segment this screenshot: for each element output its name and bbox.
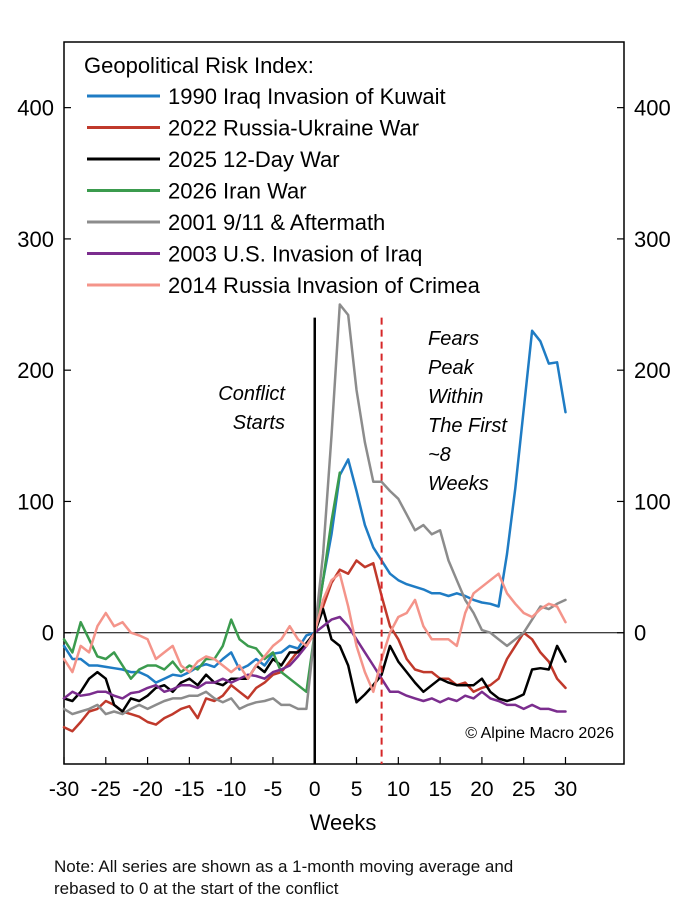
y-tick-label-right: 400 — [634, 96, 671, 121]
x-tick-label: -15 — [174, 778, 204, 801]
copyright-label: © Alpine Macro 2026 — [465, 725, 614, 742]
legend-label: 2001 9/11 & Aftermath — [168, 210, 385, 235]
legend-label: 2026 Iran War — [168, 179, 307, 204]
x-tick-label: 5 — [351, 778, 363, 801]
fears-annotation: Fears Peak Within The First ~8 Weeks — [428, 328, 508, 495]
legend-label: 1990 Iraq Invasion of Kuwait — [168, 84, 446, 109]
fears-annotation-line: Fears — [428, 328, 479, 350]
footnote: Note: All series are shown as a 1-month … — [54, 856, 674, 900]
y-tick-label-right: 200 — [634, 358, 671, 383]
y-tick-label-right: 300 — [634, 227, 671, 252]
y-tick-label-left: 200 — [17, 358, 54, 383]
x-axis-label: Weeks — [310, 810, 377, 835]
series-layer — [62, 303, 567, 733]
footnote-line2: rebased to 0 at the start of the conflic… — [54, 879, 339, 898]
fears-annotation-line: ~8 — [428, 444, 451, 466]
y-tick-label-left: 300 — [17, 227, 54, 252]
y-tick-label-right: 100 — [634, 489, 671, 514]
legend-label: 2022 Russia-Ukraine War — [168, 116, 419, 141]
x-tick-label: 10 — [387, 778, 410, 801]
footnote-line1: Note: All series are shown as a 1-month … — [54, 857, 514, 876]
fears-annotation-line: The First — [428, 415, 508, 437]
x-tick-label: -20 — [132, 778, 162, 801]
legend: Geopolitical Risk Index: 1990 Iraq Invasi… — [84, 53, 481, 298]
legend-label: 2014 Russia Invasion of Crimea — [168, 273, 481, 298]
fears-annotation-line: Peak — [428, 357, 475, 379]
x-tick-label: -5 — [264, 778, 283, 801]
fears-annotation-line: Within — [428, 386, 483, 408]
plot-frame — [63, 41, 625, 765]
x-tick-label: 20 — [470, 778, 493, 801]
y-tick-label-left: 0 — [42, 621, 54, 646]
series-line-4 — [62, 471, 342, 694]
conflict-annotation-line2: Starts — [233, 412, 285, 434]
x-tick-label: 15 — [428, 778, 451, 801]
conflict-annotation-line1: Conflict — [218, 383, 286, 405]
y-tick-label-left: 400 — [17, 96, 54, 121]
legend-title: Geopolitical Risk Index: — [84, 53, 314, 78]
x-tick-label: -10 — [216, 778, 246, 801]
x-tick-label: 25 — [512, 778, 535, 801]
legend-label: 2003 U.S. Invasion of Iraq — [168, 242, 422, 267]
x-tick-label: -30 — [49, 778, 79, 801]
x-tick-label: -25 — [91, 778, 121, 801]
fears-annotation-line: Weeks — [428, 473, 489, 495]
x-tick-label: 30 — [554, 778, 577, 801]
y-tick-label-right: 0 — [634, 621, 646, 646]
legend-label: 2025 12-Day War — [168, 147, 340, 172]
y-tick-label-left: 100 — [17, 489, 54, 514]
x-tick-label: 0 — [309, 778, 321, 801]
